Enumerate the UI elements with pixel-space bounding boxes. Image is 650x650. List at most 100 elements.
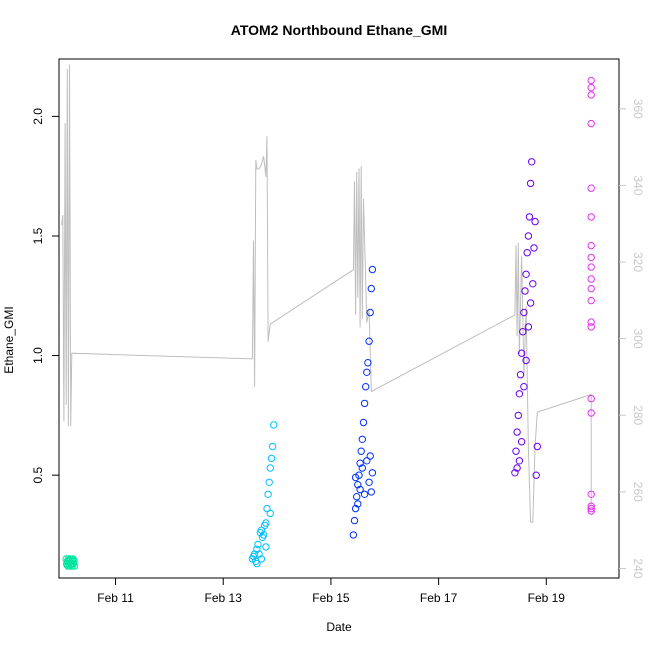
- data-point: [524, 323, 533, 331]
- data-point: [351, 504, 360, 513]
- data-point: [529, 280, 537, 288]
- data-point: [515, 390, 524, 398]
- data-point: [365, 478, 373, 486]
- data-point: [349, 531, 358, 539]
- data-point: [526, 299, 535, 307]
- x-axis: Feb 11 Feb 13 Feb 15 Feb 17 Feb 19: [97, 578, 565, 605]
- data-point: [530, 244, 538, 252]
- data-point: [531, 217, 539, 226]
- data-point: [265, 478, 273, 486]
- data-point: [532, 471, 540, 479]
- data-point: [587, 409, 595, 417]
- data-point: [587, 76, 595, 85]
- data-point: [517, 438, 526, 446]
- data-point: [254, 540, 262, 549]
- x-tick-label: Feb 19: [528, 591, 566, 605]
- data-point: [528, 158, 536, 166]
- data-point: [67, 561, 76, 569]
- data-point: [587, 184, 595, 192]
- x-tick-label: Feb 11: [97, 591, 134, 605]
- data-point: [262, 519, 270, 527]
- data-point: [522, 356, 530, 365]
- data-point: [351, 473, 360, 482]
- data-point: [255, 550, 263, 558]
- plot-frame: [58, 58, 620, 579]
- data-point: [512, 447, 520, 455]
- data-point: [360, 399, 369, 408]
- y2-tick-label: 360: [631, 99, 645, 119]
- data-point: [587, 507, 595, 515]
- data-point: [587, 253, 595, 262]
- data-point: [514, 411, 522, 420]
- data-point: [354, 481, 362, 489]
- data-point: [587, 275, 595, 283]
- y2-tick-label: 320: [631, 252, 645, 272]
- data-point: [250, 550, 259, 558]
- data-point: [358, 435, 366, 443]
- data-point: [587, 263, 595, 271]
- data-point: [587, 323, 595, 331]
- data-point: [533, 442, 541, 451]
- data-point: [520, 308, 528, 317]
- y2-tick-label: 300: [631, 329, 645, 349]
- data-point: [70, 556, 78, 564]
- x-axis-label: Date: [326, 620, 352, 634]
- data-point: [522, 270, 530, 278]
- data-point: [520, 383, 528, 391]
- data-point: [368, 469, 377, 477]
- chart-title: ATOM2 Northbound Ethane_GMI: [231, 22, 447, 38]
- data-point: [253, 545, 261, 553]
- data-point: [354, 500, 362, 508]
- data-point: [253, 559, 261, 568]
- data-point: [262, 543, 270, 551]
- data-point: [587, 241, 595, 250]
- data-point: [270, 421, 278, 429]
- data-point: [516, 371, 525, 379]
- data-point: [267, 454, 276, 463]
- y-axis-label: Ethane_GMI: [2, 306, 16, 373]
- x-tick-label: Feb 15: [312, 591, 350, 605]
- data-point: [350, 516, 359, 525]
- y2-tick-label: 340: [631, 175, 645, 195]
- data-point: [587, 84, 595, 92]
- data-point: [363, 457, 371, 465]
- data-point: [367, 284, 375, 293]
- data-point: [358, 464, 366, 472]
- data-point: [587, 490, 595, 498]
- data-point: [266, 509, 274, 518]
- data-point: [353, 493, 361, 501]
- y-tick-label: 1.0: [31, 347, 45, 364]
- data-point: [257, 555, 266, 563]
- y2-tick-label: 260: [631, 482, 645, 502]
- x-tick-label: Feb 13: [205, 591, 243, 605]
- data-point: [365, 337, 373, 345]
- data-point: [63, 561, 71, 569]
- data-point: [364, 359, 372, 367]
- data-point: [513, 464, 521, 472]
- data-point: [259, 531, 268, 539]
- data-point: [366, 452, 374, 460]
- data-point: [363, 368, 371, 376]
- data-point: [366, 308, 374, 317]
- points-layer: [62, 76, 595, 570]
- y2-axis: 240 260 280 300 320 340 360: [619, 99, 645, 579]
- y-tick-label: 0.5: [31, 466, 45, 483]
- data-point: [357, 447, 365, 455]
- data-point: [587, 119, 595, 128]
- data-point: [359, 418, 368, 427]
- data-point: [356, 485, 364, 494]
- y2-tick-label: 240: [631, 558, 645, 578]
- data-point: [523, 249, 531, 257]
- data-point: [360, 490, 369, 498]
- data-point: [587, 318, 595, 326]
- data-point: [587, 296, 595, 305]
- data-point: [515, 457, 524, 465]
- data-point: [65, 556, 73, 564]
- data-point: [521, 287, 529, 295]
- data-point: [367, 488, 375, 496]
- data-point: [513, 428, 521, 436]
- data-point: [517, 349, 526, 357]
- data-point: [524, 232, 533, 240]
